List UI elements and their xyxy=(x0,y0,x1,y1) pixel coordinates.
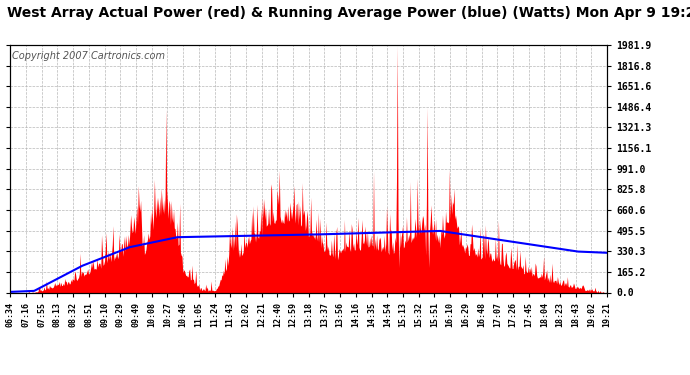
Text: Copyright 2007 Cartronics.com: Copyright 2007 Cartronics.com xyxy=(12,51,164,61)
Text: West Array Actual Power (red) & Running Average Power (blue) (Watts) Mon Apr 9 1: West Array Actual Power (red) & Running … xyxy=(7,6,690,20)
